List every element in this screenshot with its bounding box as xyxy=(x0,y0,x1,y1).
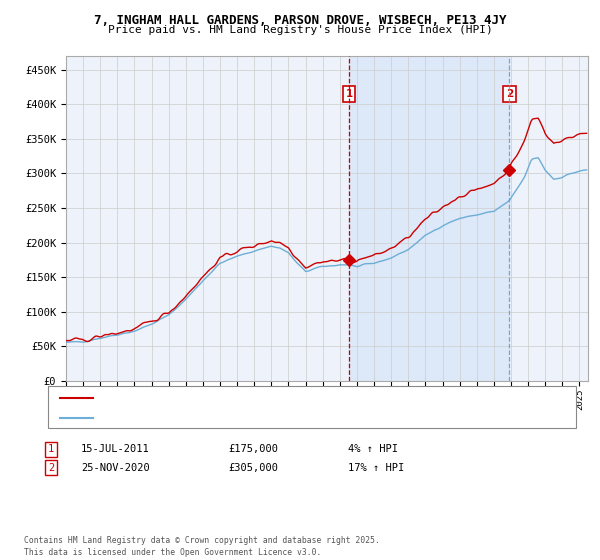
Text: 7, INGHAM HALL GARDENS, PARSON DROVE, WISBECH, PE13 4JY: 7, INGHAM HALL GARDENS, PARSON DROVE, WI… xyxy=(94,14,506,27)
Text: 2: 2 xyxy=(48,463,54,473)
Text: 1: 1 xyxy=(48,444,54,454)
Text: 25-NOV-2020: 25-NOV-2020 xyxy=(81,463,150,473)
Text: HPI: Average price, detached house, Fenland: HPI: Average price, detached house, Fenl… xyxy=(99,413,330,422)
Text: Price paid vs. HM Land Registry's House Price Index (HPI): Price paid vs. HM Land Registry's House … xyxy=(107,25,493,35)
Text: £175,000: £175,000 xyxy=(228,444,278,454)
Text: Contains HM Land Registry data © Crown copyright and database right 2025.
This d: Contains HM Land Registry data © Crown c… xyxy=(24,536,380,557)
Text: 7, INGHAM HALL GARDENS, PARSON DROVE, WISBECH, PE13 4JY (detached house): 7, INGHAM HALL GARDENS, PARSON DROVE, WI… xyxy=(99,394,486,403)
Text: £305,000: £305,000 xyxy=(228,463,278,473)
Text: 15-JUL-2011: 15-JUL-2011 xyxy=(81,444,150,454)
Bar xyxy=(349,56,509,381)
Text: 1: 1 xyxy=(346,89,353,99)
Text: 17% ↑ HPI: 17% ↑ HPI xyxy=(348,463,404,473)
Text: 4% ↑ HPI: 4% ↑ HPI xyxy=(348,444,398,454)
Text: 2: 2 xyxy=(506,89,513,99)
